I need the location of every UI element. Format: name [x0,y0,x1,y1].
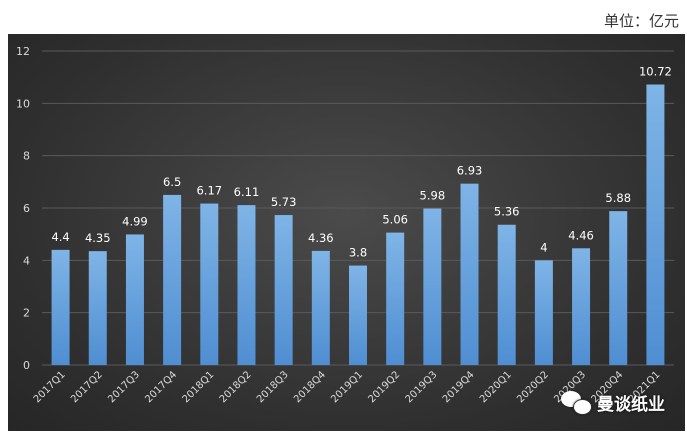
bar-value-label: 4.4 [51,230,69,244]
x-tick-label: 2019Q2 [366,369,402,405]
x-tick-label: 2017Q1 [32,369,68,405]
bar [88,251,107,365]
bar-value-label: 4 [540,240,547,254]
x-tick-label: 2019Q4 [441,369,477,405]
bar-value-label: 4.46 [568,228,594,242]
watermark-text: 曼谈纸业 [597,394,665,415]
bar [460,183,479,365]
bar [349,265,367,365]
bar-value-label: 3.8 [349,246,367,260]
y-axis: 0 2 4 6 8 10 12 [16,45,30,372]
y-tick-label: 6 [23,202,30,215]
x-tick-label: 2017Q2 [69,369,105,405]
x-tick-label: 2018Q2 [218,369,254,405]
y-tick-label: 4 [23,254,30,267]
x-tick-label: 2017Q3 [106,369,142,405]
x-tick-label: 2020Q1 [478,369,514,405]
watermark: 曼谈纸业 [561,389,665,415]
bar-value-label: 6.17 [196,184,222,198]
bar-value-label: 6.5 [163,175,181,189]
unit-label: 单位：亿元 [603,12,679,30]
x-tick-label: 2019Q1 [329,369,365,405]
bar-value-label: 5.73 [271,195,297,209]
wechat-icon [561,389,592,415]
bar-value-label: 5.88 [605,191,631,205]
y-tick-label: 10 [16,97,30,110]
bar-value-label: 4.35 [85,231,111,245]
bar [274,215,293,365]
gridlines [42,50,674,366]
bar [386,232,405,365]
y-tick-label: 8 [23,150,30,163]
bar [572,248,591,365]
x-tick-label: 2017Q4 [143,369,179,405]
bar-value-label: 4.99 [122,214,148,228]
x-tick-label: 2019Q3 [404,369,440,405]
bar-chart: 0 2 4 6 8 10 12 4.4 4.35 4.99 6.5 6.17 6.11 5.73 4.36… [16,45,674,405]
chart-area: 0 2 4 6 8 10 12 4.4 4.35 4.99 6.5 6.17 6.11 5.73 4.36… [8,34,685,431]
bar-value-label: 5.06 [382,213,408,227]
bar [609,211,628,365]
bar-value-label: 6.93 [457,164,483,178]
bar-value-label: 4.36 [308,231,334,245]
bar [646,84,665,365]
bar-value-label: 5.36 [494,205,520,219]
bar [163,194,182,365]
bar [200,203,219,365]
bar [125,234,144,365]
bar-value-label: 5.98 [420,189,446,203]
x-tick-label: 2018Q3 [255,369,291,405]
x-tick-label: 2018Q1 [181,369,217,405]
bars [51,84,665,365]
x-tick-label: 2018Q4 [292,369,328,405]
bar [311,250,330,365]
y-tick-label: 12 [16,45,30,58]
y-tick-label: 2 [23,307,30,320]
bar [237,205,256,365]
bar-value-label: 10.72 [639,64,672,78]
bar [423,208,442,365]
bar-value-label: 6.11 [234,185,260,199]
x-tick-label: 2020Q2 [515,369,551,405]
value-labels: 4.4 4.35 4.99 6.5 6.17 6.11 5.73 4.36 3.8 5.06 5.9… [51,64,671,259]
bar [497,224,516,365]
bar [534,260,553,365]
y-tick-label: 0 [23,359,30,372]
bar [51,249,70,365]
